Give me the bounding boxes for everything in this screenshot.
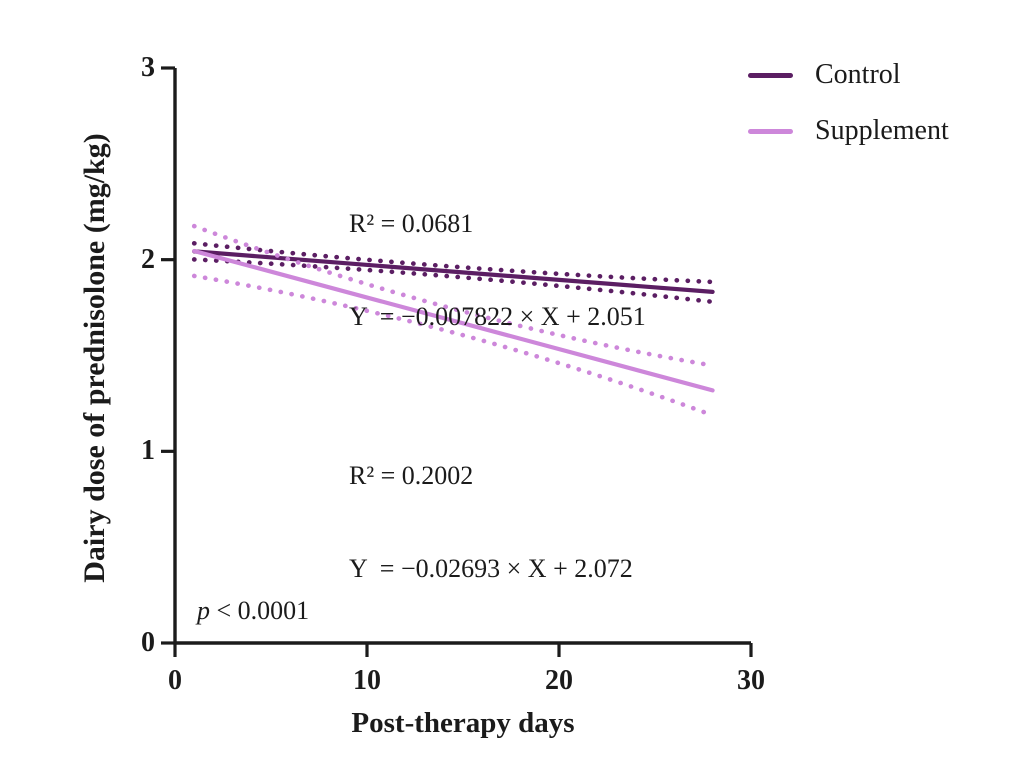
x-axis-title: Post-therapy days — [351, 707, 575, 739]
supplement-r2-text: R² = 0.2002 — [349, 461, 474, 490]
supplement-regression-annotation: R² = 0.2002 Y = −0.02693 × X + 2.072 — [349, 398, 633, 646]
control-r2-text: R² = 0.0681 — [349, 209, 474, 238]
y-tick-label: 3 — [141, 51, 155, 83]
supplement-line-swatch — [748, 128, 793, 134]
y-tick-label: 0 — [141, 627, 155, 658]
p-symbol: p — [197, 596, 210, 625]
y-tick-label: 2 — [141, 243, 155, 275]
legend-label-control: Control — [815, 59, 901, 90]
control-regression-annotation: R² = 0.0681 Y = −0.007822 × X + 2.051 — [349, 146, 646, 394]
x-tick-label: 0 — [168, 665, 182, 696]
control-line-swatch — [748, 72, 793, 78]
control-equation-text: Y = −0.007822 × X + 2.051 — [349, 302, 646, 331]
legend: Control Supplement — [748, 60, 949, 146]
y-tick-label: 1 — [141, 435, 155, 467]
control-regression-line — [192, 249, 715, 294]
p-comparison: < 0.0001 — [210, 596, 310, 625]
supplement-ci-lower — [191, 273, 715, 418]
legend-item-control: Control — [748, 60, 949, 90]
supplement-equation-text: Y = −0.02693 × X + 2.072 — [349, 554, 633, 583]
supplement-regression-line — [192, 248, 715, 393]
supplement-ci-upper — [191, 223, 715, 368]
legend-label-supplement: Supplement — [815, 115, 949, 146]
legend-item-supplement: Supplement — [748, 116, 949, 146]
x-tick-label: 30 — [737, 665, 765, 696]
p-value-text: p < 0.0001 — [197, 596, 309, 626]
x-tick-label: 20 — [545, 665, 573, 696]
x-tick-label: 10 — [353, 665, 381, 696]
